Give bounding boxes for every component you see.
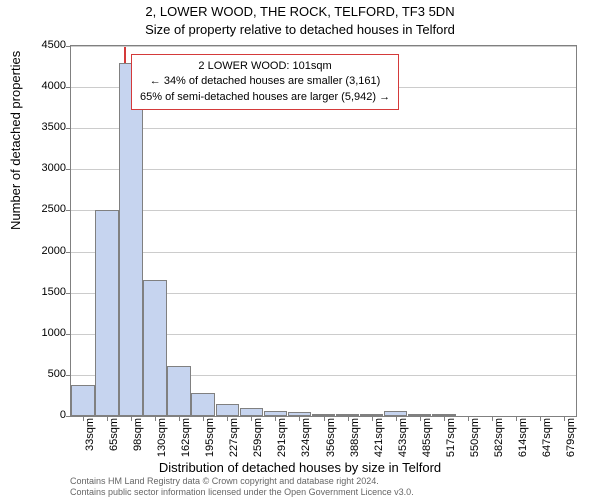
y-tick-mark xyxy=(66,293,71,294)
y-tick-label: 3000 xyxy=(42,162,66,174)
x-tick-label: 33sqm xyxy=(84,418,96,458)
x-tick-label: 582sqm xyxy=(493,418,505,458)
x-tick-label: 517sqm xyxy=(445,418,457,458)
bar xyxy=(143,280,167,416)
bar xyxy=(71,385,95,416)
x-tick-label: 679sqm xyxy=(565,418,577,458)
grid-line xyxy=(71,46,576,47)
x-tick-label: 421sqm xyxy=(373,418,385,458)
y-tick-label: 500 xyxy=(48,368,66,380)
footer-line1: Contains HM Land Registry data © Crown c… xyxy=(70,476,414,487)
x-tick-label: 647sqm xyxy=(541,418,553,458)
x-tick-label: 291sqm xyxy=(276,418,288,458)
y-tick-mark xyxy=(66,210,71,211)
x-tick-label: 485sqm xyxy=(421,418,433,458)
y-tick-mark xyxy=(66,334,71,335)
bar xyxy=(119,63,143,416)
annotation-line3: 65% of semi-detached houses are larger (… xyxy=(140,90,390,105)
x-tick-label: 388sqm xyxy=(349,418,361,458)
x-tick-label: 259sqm xyxy=(252,418,264,458)
x-axis-label: Distribution of detached houses by size … xyxy=(0,460,600,475)
y-axis-label: Number of detached properties xyxy=(8,51,23,230)
footer-line2: Contains public sector information licen… xyxy=(70,487,414,498)
bar xyxy=(95,210,119,416)
y-tick-label: 4000 xyxy=(42,80,66,92)
x-tick-label: 195sqm xyxy=(204,418,216,458)
x-tick-label: 453sqm xyxy=(397,418,409,458)
bar xyxy=(191,393,215,416)
y-tick-mark xyxy=(66,46,71,47)
x-tick-label: 614sqm xyxy=(517,418,529,458)
chart-subtitle: Size of property relative to detached ho… xyxy=(0,22,600,37)
x-tick-label: 227sqm xyxy=(228,418,240,458)
y-tick-label: 2500 xyxy=(42,203,66,215)
grid-line xyxy=(71,252,576,253)
x-tick-label: 356sqm xyxy=(325,418,337,458)
grid-line xyxy=(71,210,576,211)
grid-line xyxy=(71,128,576,129)
x-tick-label: 65sqm xyxy=(108,418,120,458)
x-tick-label: 130sqm xyxy=(156,418,168,458)
y-tick-label: 1500 xyxy=(42,286,66,298)
y-tick-label: 3500 xyxy=(42,121,66,133)
y-tick-label: 1000 xyxy=(42,327,66,339)
plot-area: 2 LOWER WOOD: 101sqm ← 34% of detached h… xyxy=(70,45,577,417)
bar xyxy=(240,408,264,416)
y-tick-mark xyxy=(66,169,71,170)
chart-title: 2, LOWER WOOD, THE ROCK, TELFORD, TF3 5D… xyxy=(0,4,600,19)
y-tick-mark xyxy=(66,375,71,376)
bar xyxy=(216,404,240,416)
footer: Contains HM Land Registry data © Crown c… xyxy=(70,476,414,498)
y-tick-label: 4500 xyxy=(42,39,66,51)
grid-line xyxy=(71,169,576,170)
y-tick-mark xyxy=(66,128,71,129)
x-tick-label: 98sqm xyxy=(132,418,144,458)
annotation-line1: 2 LOWER WOOD: 101sqm xyxy=(140,59,390,74)
annotation-box: 2 LOWER WOOD: 101sqm ← 34% of detached h… xyxy=(131,54,399,110)
bar xyxy=(167,366,191,416)
x-tick-label: 162sqm xyxy=(180,418,192,458)
y-tick-mark xyxy=(66,252,71,253)
chart-container: 2, LOWER WOOD, THE ROCK, TELFORD, TF3 5D… xyxy=(0,0,600,500)
y-tick-label: 2000 xyxy=(42,245,66,257)
x-tick-label: 550sqm xyxy=(469,418,481,458)
y-tick-label: 0 xyxy=(60,409,66,421)
y-tick-mark xyxy=(66,87,71,88)
y-tick-mark xyxy=(66,416,71,417)
annotation-line2: ← 34% of detached houses are smaller (3,… xyxy=(140,74,390,89)
x-tick-label: 324sqm xyxy=(300,418,312,458)
